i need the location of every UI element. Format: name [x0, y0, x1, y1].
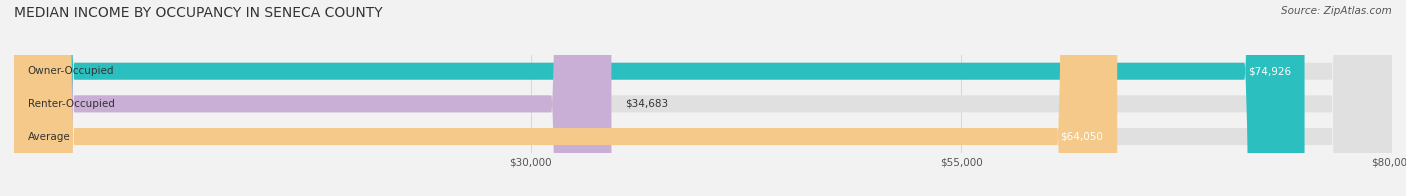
Text: MEDIAN INCOME BY OCCUPANCY IN SENECA COUNTY: MEDIAN INCOME BY OCCUPANCY IN SENECA COU…	[14, 6, 382, 20]
FancyBboxPatch shape	[14, 0, 612, 196]
FancyBboxPatch shape	[14, 0, 1392, 196]
FancyBboxPatch shape	[14, 0, 1305, 196]
FancyBboxPatch shape	[14, 0, 1392, 196]
Text: Source: ZipAtlas.com: Source: ZipAtlas.com	[1281, 6, 1392, 16]
Text: $74,926: $74,926	[1247, 66, 1291, 76]
Text: Average: Average	[28, 132, 70, 142]
FancyBboxPatch shape	[14, 0, 1118, 196]
Text: Renter-Occupied: Renter-Occupied	[28, 99, 115, 109]
FancyBboxPatch shape	[14, 0, 1392, 196]
Text: $34,683: $34,683	[626, 99, 668, 109]
Text: $64,050: $64,050	[1060, 132, 1104, 142]
Text: Owner-Occupied: Owner-Occupied	[28, 66, 114, 76]
